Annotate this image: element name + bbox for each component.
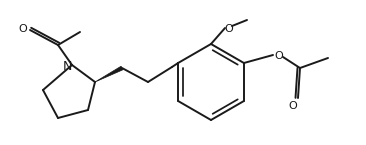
Text: O: O xyxy=(225,24,234,34)
Text: O: O xyxy=(274,51,283,61)
Text: N: N xyxy=(62,59,72,72)
Polygon shape xyxy=(95,66,123,82)
Text: O: O xyxy=(19,24,27,34)
Text: O: O xyxy=(289,101,297,111)
